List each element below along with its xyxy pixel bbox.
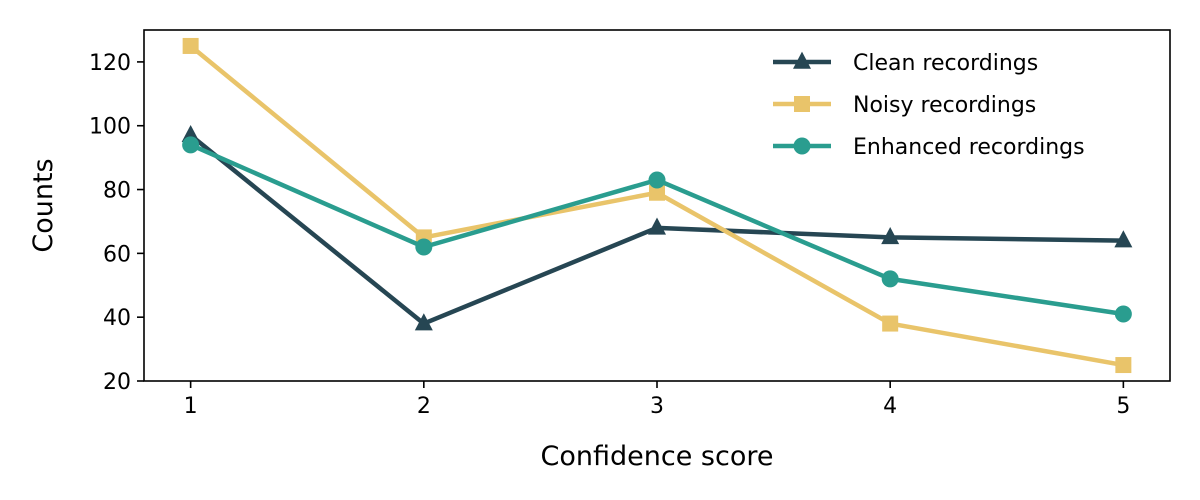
data-point [415,238,433,256]
y-tick-label: 20 [103,370,131,395]
y-tick-label: 100 [89,115,131,140]
legend-swatch-marker [794,96,810,112]
legend-swatch-marker [793,137,811,155]
data-point [1114,305,1132,323]
legend-item-enhanced-recordings: Enhanced recordings [773,135,1085,160]
x-tick-label: 4 [883,394,897,419]
x-axis-title: Confidence score [541,441,774,472]
x-tick-label: 5 [1116,394,1130,419]
legend-item-noisy-recordings: Noisy recordings [773,93,1036,118]
y-tick-label: 40 [103,306,131,331]
legend-label: Enhanced recordings [853,135,1085,160]
legend-label: Noisy recordings [853,93,1036,118]
x-tick-label: 1 [184,394,198,419]
data-point [882,315,899,332]
legend-swatch-marker [793,51,811,69]
plot-frame [143,29,1171,382]
axis-ticks: 1 2 3 4 5 20 40 60 80 100 120 [89,51,1130,419]
plot-area [181,37,1133,374]
legend-label: Clean recordings [853,51,1038,76]
data-point [182,37,199,54]
legend: Clean recordings Noisy recordings Enhanced… [773,51,1085,160]
data-point [1115,357,1132,374]
data-point [649,184,665,201]
data-point [182,136,200,154]
y-tick-label: 60 [103,242,131,267]
series-enhanced-recordings [182,136,1132,323]
data-point [881,270,899,288]
data-point [881,227,900,245]
legend-item-clean-recordings: Clean recordings [773,51,1038,76]
y-tick-label: 120 [89,51,131,76]
data-point [414,313,433,331]
data-point [1114,230,1133,248]
series-clean-recordings [181,124,1133,331]
data-point [648,217,666,235]
x-tick-label: 2 [417,394,431,419]
data-point [648,171,666,189]
y-axis-title: Counts [28,158,59,252]
x-tick-label: 3 [650,394,664,419]
y-tick-label: 80 [103,179,131,204]
